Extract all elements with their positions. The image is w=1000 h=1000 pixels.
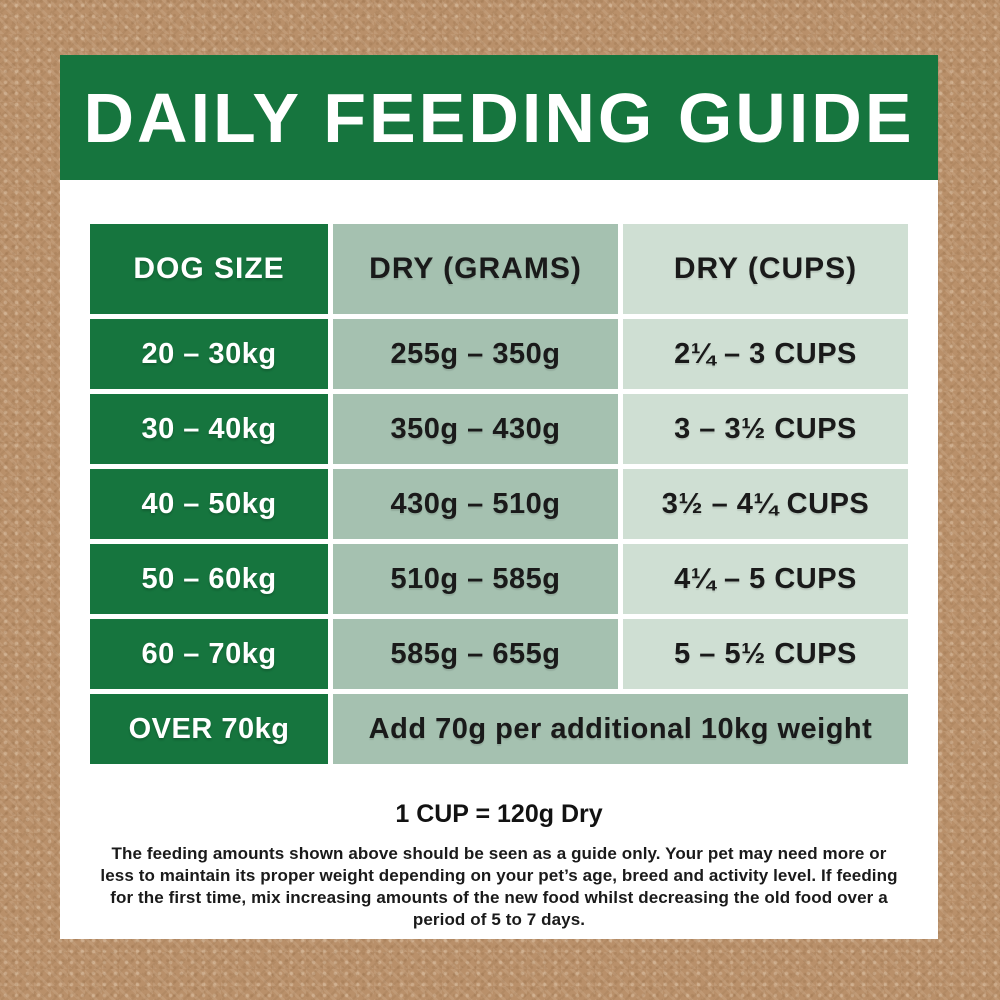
dry-cups-cell: 2¼ – 3 CUPS bbox=[623, 319, 908, 389]
dry-grams-cell: 510g – 585g bbox=[333, 544, 618, 614]
footnote-section: 1 CUP = 120g Dry The feeding amounts sho… bbox=[60, 800, 938, 931]
dog-size-cell-over-70kg: OVER 70kg bbox=[90, 694, 328, 764]
dog-size-cell: 60 – 70kg bbox=[90, 619, 328, 689]
title-banner: DAILY FEEDING GUIDE bbox=[60, 55, 938, 180]
dog-size-cell: 50 – 60kg bbox=[90, 544, 328, 614]
dog-size-cell: 40 – 50kg bbox=[90, 469, 328, 539]
dry-cups-cell: 3½ – 4¼ CUPS bbox=[623, 469, 908, 539]
dry-grams-cell: 430g – 510g bbox=[333, 469, 618, 539]
feeding-table: DOG SIZE DRY (GRAMS) DRY (CUPS) 20 – 30k… bbox=[90, 224, 908, 764]
dog-size-cell: 30 – 40kg bbox=[90, 394, 328, 464]
dry-cups-cell: 4¼ – 5 CUPS bbox=[623, 544, 908, 614]
column-header-dog-size: DOG SIZE bbox=[90, 224, 328, 314]
dry-cups-cell: 3 – 3½ CUPS bbox=[623, 394, 908, 464]
cup-equivalence-note: 1 CUP = 120g Dry bbox=[395, 800, 603, 828]
additional-weight-note-cell: Add 70g per additional 10kg weight bbox=[333, 694, 908, 764]
column-header-dry-grams: DRY (GRAMS) bbox=[333, 224, 618, 314]
dry-grams-cell: 585g – 655g bbox=[333, 619, 618, 689]
dry-grams-cell: 255g – 350g bbox=[333, 319, 618, 389]
page-title: DAILY FEEDING GUIDE bbox=[83, 78, 915, 157]
dry-cups-cell: 5 – 5½ CUPS bbox=[623, 619, 908, 689]
feeding-guide-panel: DAILY FEEDING GUIDE DOG SIZE DRY (GRAMS)… bbox=[60, 55, 938, 939]
feeding-disclaimer-text: The feeding amounts shown above should b… bbox=[100, 844, 898, 929]
column-header-dry-cups: DRY (CUPS) bbox=[623, 224, 908, 314]
dog-size-cell: 20 – 30kg bbox=[90, 319, 328, 389]
dry-grams-cell: 350g – 430g bbox=[333, 394, 618, 464]
